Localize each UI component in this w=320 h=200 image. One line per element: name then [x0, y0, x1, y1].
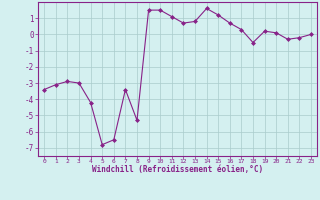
- X-axis label: Windchill (Refroidissement éolien,°C): Windchill (Refroidissement éolien,°C): [92, 165, 263, 174]
